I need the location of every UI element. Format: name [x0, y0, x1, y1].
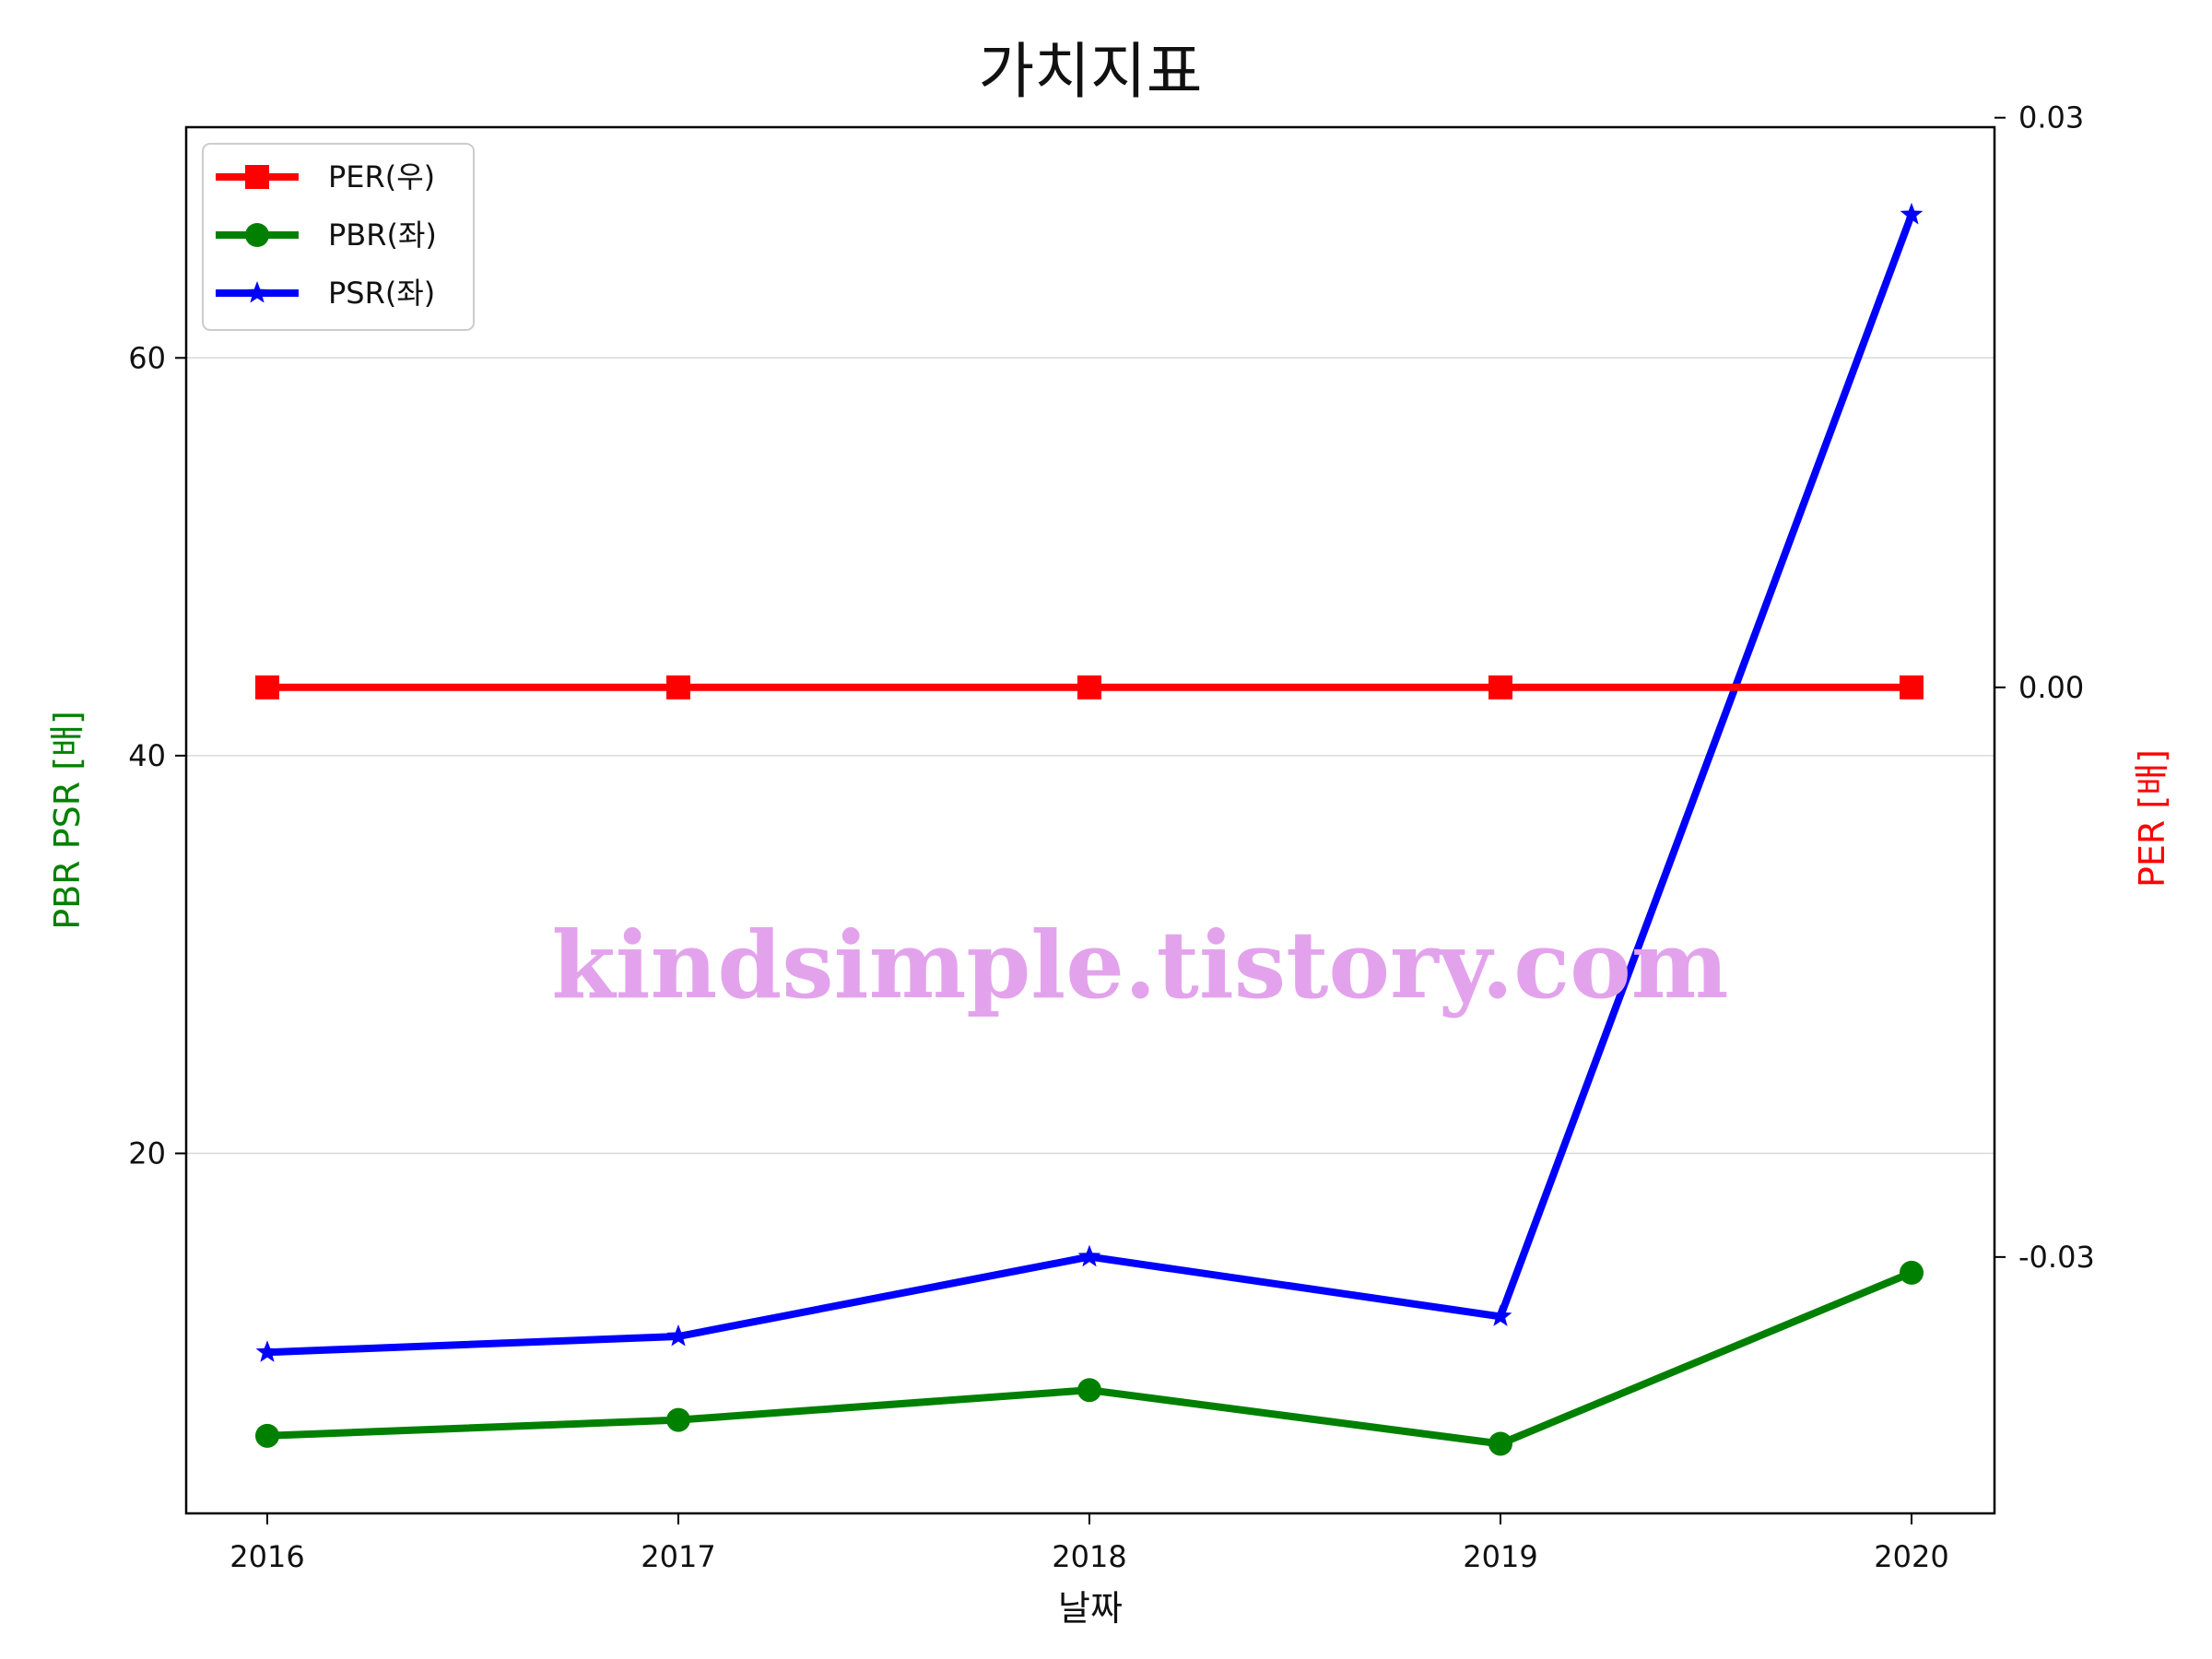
y-left-tick-label-20: 20: [128, 1135, 166, 1171]
x-tick-label-2018: 2018: [1052, 1539, 1126, 1574]
point-pbr-2018: [1077, 1378, 1101, 1403]
point-psr-2018: [1077, 1244, 1101, 1267]
x-axis: 2016 2017 2018 2019 2020: [229, 1513, 1949, 1574]
plot-frame: [184, 125, 1996, 1515]
legend-marker-psr: [245, 281, 269, 303]
point-psr-2019: [1488, 1304, 1512, 1326]
x-tick-label-2020: 2020: [1874, 1539, 1948, 1574]
x-tick-label-2016: 2016: [229, 1539, 304, 1574]
point-pbr-2020: [1900, 1260, 1924, 1285]
series-line-psr: [266, 213, 1915, 1357]
legend: PER(우) PBR(좌) PSR(좌): [202, 143, 475, 331]
legend-marker-pbr: [245, 223, 269, 247]
point-psr-2017: [666, 1324, 690, 1347]
chart-title: 가치지표: [979, 36, 1203, 107]
x-tick-label-2017: 2017: [641, 1539, 715, 1574]
y-axis-right-label: PER [배]: [2132, 749, 2172, 888]
point-per-2018: [1077, 675, 1101, 700]
y-right-tick-label--0.03: -0.03: [2018, 1240, 2095, 1275]
y-axis-left: 20 40 60: [128, 340, 186, 1171]
y-axis-left-label: PBR PSR [배]: [47, 711, 88, 930]
y-left-tick-label-60: 60: [128, 340, 166, 375]
legend-label-per: PER(우): [328, 159, 435, 194]
y-axis-right: 0.03 0.00 -0.03: [1994, 100, 2095, 1275]
y-left-tick-label-40: 40: [128, 738, 166, 773]
point-per-2019: [1488, 675, 1512, 700]
point-psr-2020: [1900, 202, 1924, 225]
point-per-2020: [1900, 675, 1924, 700]
series-group: [255, 202, 1924, 1456]
point-psr-2016: [255, 1340, 279, 1362]
legend-label-psr: PSR(좌): [328, 276, 435, 311]
point-per-2017: [666, 675, 690, 700]
grid-lines: [186, 357, 1994, 1155]
point-pbr-2017: [666, 1407, 690, 1432]
y-right-tick-label-0.00: 0.00: [2018, 670, 2084, 705]
watermark-text: kindsimple.tistory.com: [551, 911, 1728, 1019]
legend-label-pbr: PBR(좌): [328, 218, 437, 253]
point-per-2016: [255, 675, 279, 700]
x-axis-label: 날짜: [1058, 1588, 1123, 1629]
point-pbr-2019: [1488, 1431, 1512, 1456]
legend-marker-per: [245, 165, 269, 189]
y-right-tick-label-0.03: 0.03: [2018, 100, 2084, 135]
legend-frame: [202, 143, 475, 331]
x-tick-label-2019: 2019: [1463, 1539, 1537, 1574]
point-pbr-2016: [255, 1423, 279, 1448]
series-line-pbr: [266, 1269, 1913, 1448]
